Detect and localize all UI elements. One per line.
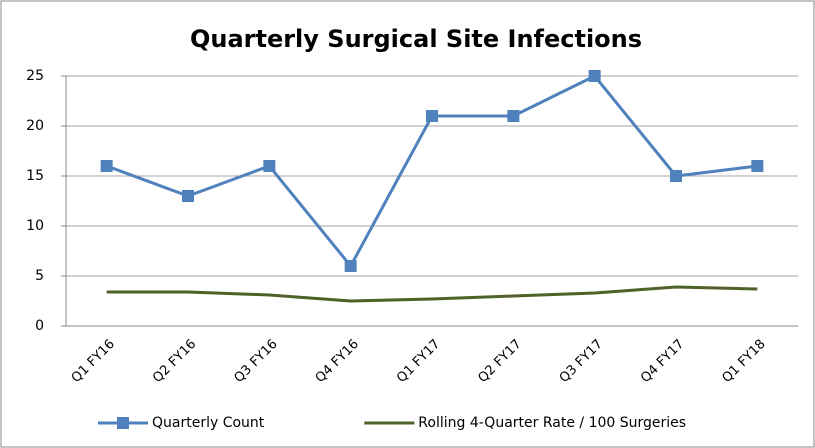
legend-label: Quarterly Count (152, 415, 265, 431)
y-tick-label: 25 (26, 68, 44, 84)
legend-marker (117, 417, 129, 429)
marker (751, 160, 764, 172)
y-tick-label: 10 (26, 218, 44, 234)
y-tick-label: 5 (35, 268, 44, 284)
legend-label: Rolling 4-Quarter Rate / 100 Surgeries (418, 415, 686, 431)
marker (507, 110, 520, 122)
chart-title: Quarterly Surgical Site Infections (190, 25, 642, 53)
marker (263, 160, 276, 172)
marker (344, 260, 357, 272)
y-tick-label: 0 (35, 318, 44, 334)
marker (426, 110, 438, 122)
marker (670, 170, 682, 182)
y-tick-label: 20 (26, 118, 44, 134)
series-line (106, 285, 758, 303)
marker (588, 70, 601, 82)
marker (182, 190, 194, 202)
y-tick-label: 15 (26, 168, 44, 184)
marker (100, 160, 113, 172)
